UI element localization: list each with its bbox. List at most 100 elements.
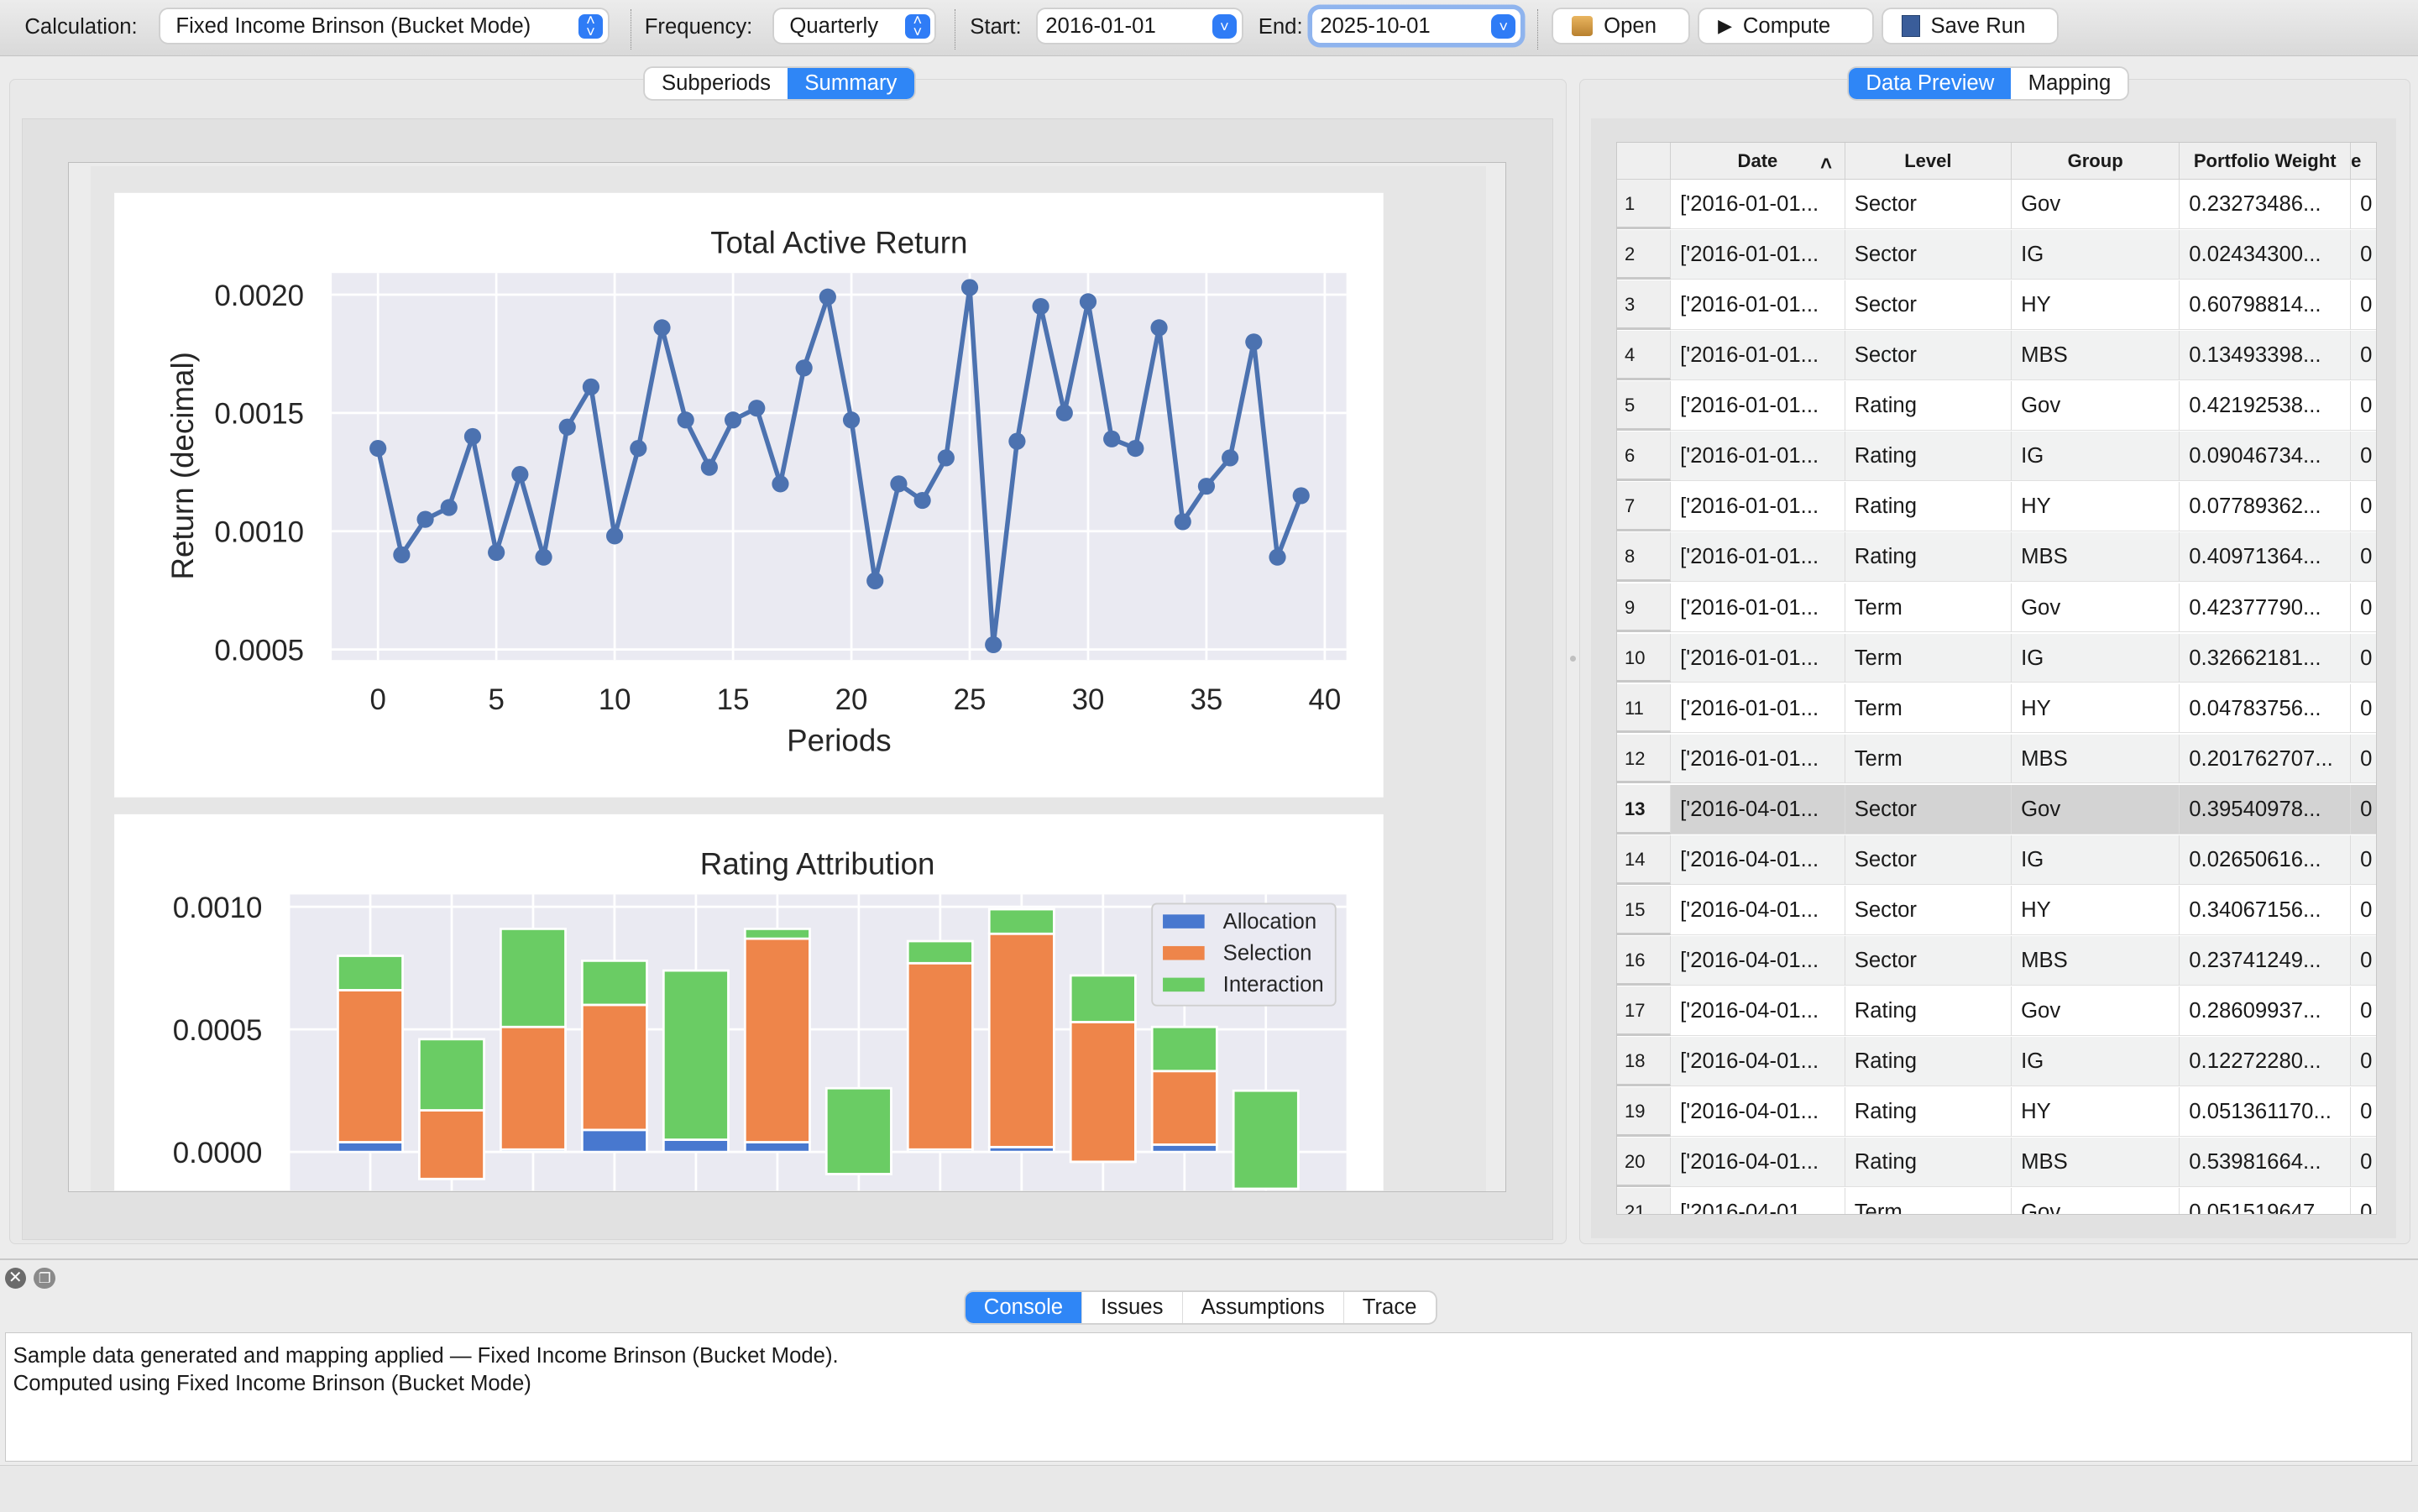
- play-icon: ▶: [1718, 15, 1733, 37]
- table-cell: ['2016-01-01...: [1671, 230, 1845, 280]
- table-row[interactable]: 19 ['2016-04-01... Rating HY 0.051361170... 0: [1616, 1087, 2376, 1138]
- table-row[interactable]: 11 ['2016-01-01... Term HY 0.04783756... 0: [1616, 683, 2376, 735]
- table-row[interactable]: 21 ['2016-04-01... Term Gov 0.051519647... 0: [1616, 1188, 2376, 1215]
- table-cell: 0.02434300...: [2180, 230, 2352, 280]
- tab-trace[interactable]: Trace: [1362, 1295, 1417, 1320]
- table-row[interactable]: 20 ['2016-04-01... Rating MBS 0.53981664... 0: [1616, 1138, 2376, 1189]
- y-tick-label: 0.0015: [214, 398, 304, 431]
- row-number: 13: [1616, 784, 1672, 834]
- updown-chevron-icon: ˄ ˅: [905, 12, 930, 39]
- column-header[interactable]: Date ˄: [1671, 142, 1845, 180]
- table-row[interactable]: 1 ['2016-01-01... Sector Gov 0.23273486... 0: [1616, 180, 2376, 231]
- end-date-field[interactable]: 2025-10-01 ˅: [1312, 9, 1520, 44]
- table-row[interactable]: 15 ['2016-04-01... Sector HY 0.34067156... 0: [1616, 885, 2376, 937]
- tab-data-preview[interactable]: Data Preview: [1849, 67, 2012, 99]
- legend-swatch: [1162, 977, 1205, 991]
- table-cell: Sector: [1845, 935, 2012, 986]
- table-cell: Sector: [1845, 784, 2012, 834]
- column-header[interactable]: Level: [1845, 142, 2012, 180]
- data-point: [1127, 439, 1144, 458]
- table-row[interactable]: 14 ['2016-04-01... Sector IG 0.02650616... 0: [1616, 834, 2376, 887]
- bar-selection: [417, 1108, 485, 1180]
- table-cell: ['2016-01-01...: [1671, 532, 1845, 583]
- rating-attribution-chart: 0.0000 0.0005 0.0010 Rating Attribution Allo…: [173, 846, 1347, 1190]
- legend: Allocation Selection Interaction: [1151, 902, 1337, 1007]
- close-icon[interactable]: ✕: [4, 1267, 27, 1290]
- table-row[interactable]: 8 ['2016-01-01... Rating MBS 0.40971364... 0: [1616, 532, 2376, 583]
- table-cell: 0.40971364...: [2180, 532, 2352, 583]
- table-cell: ['2016-04-01...: [1671, 1037, 1845, 1086]
- chart-title: Rating Attribution: [700, 846, 935, 881]
- data-point: [1008, 432, 1026, 450]
- tab-console[interactable]: Console: [965, 1292, 1083, 1323]
- tab-mapping[interactable]: Mapping: [2028, 71, 2112, 95]
- column-header[interactable]: Portfolio Weight: [2180, 142, 2352, 180]
- column-header-label: Date: [1737, 149, 1778, 171]
- bar-allocation: [743, 1140, 811, 1154]
- column-header-label: Level: [1904, 149, 1952, 171]
- x-tick-label: 40: [1308, 683, 1341, 716]
- data-point: [463, 427, 481, 445]
- bar-selection: [906, 961, 974, 1151]
- table-row[interactable]: 6 ['2016-01-01... Rating IG 0.09046734... 0: [1616, 432, 2376, 483]
- float-window-icon[interactable]: ❐: [34, 1267, 56, 1290]
- table-row[interactable]: 7 ['2016-01-01... Rating HY 0.07789362... 0: [1616, 482, 2376, 533]
- start-date-field[interactable]: 2016-01-01 ˅: [1038, 9, 1242, 44]
- compute-label: Compute: [1742, 14, 1831, 39]
- column-header[interactable]: e: [2351, 142, 2376, 180]
- bar-interaction: [662, 969, 730, 1141]
- table-cell: HY: [2012, 683, 2180, 734]
- frequency-select[interactable]: Quarterly ˄ ˅: [774, 9, 935, 44]
- splitter-handle[interactable]: [1569, 655, 1577, 662]
- save-run-button[interactable]: Save Run: [1882, 9, 2058, 44]
- table-cell: 0.13493398...: [2180, 331, 2352, 380]
- open-button[interactable]: Open: [1552, 9, 1689, 44]
- tab-subperiods[interactable]: Subperiods: [661, 71, 771, 95]
- save-run-label: Save Run: [1930, 14, 2026, 39]
- plot-area: [331, 273, 1347, 661]
- tab-assumptions[interactable]: Assumptions: [1183, 1292, 1344, 1323]
- y-axis-label: Return (decimal): [165, 352, 200, 579]
- row-number-header[interactable]: [1616, 142, 1672, 180]
- table-row[interactable]: 3 ['2016-01-01... Sector HY 0.60798814... 0: [1616, 280, 2376, 332]
- tab-issues[interactable]: Issues: [1082, 1292, 1183, 1323]
- table-row[interactable]: 9 ['2016-01-01... Term Gov 0.42377790... 0: [1616, 583, 2376, 635]
- y-tick-label: 0.0010: [173, 892, 263, 924]
- data-preview-table[interactable]: Date ˄ Level Group Portfolio Weight e 1 ['2016-…: [1615, 141, 2377, 1216]
- table-row[interactable]: 13 ['2016-04-01... Sector Gov 0.39540978... 0: [1616, 784, 2376, 836]
- table-row[interactable]: 16 ['2016-04-01... Sector MBS 0.23741249... 0: [1616, 935, 2376, 987]
- calculation-select[interactable]: Fixed Income Brinson (Bucket Mode) ˄ ˅: [160, 9, 608, 44]
- table-row[interactable]: 17 ['2016-04-01... Rating Gov 0.28609937... 0: [1616, 986, 2376, 1038]
- table-cell: Sector: [1845, 280, 2012, 330]
- table-cell: Sector: [1845, 180, 2012, 229]
- chevron-down-icon[interactable]: ˅: [1212, 13, 1238, 39]
- table-cell: ['2016-01-01...: [1671, 180, 1845, 229]
- table-row[interactable]: 10 ['2016-01-01... Term IG 0.32662181... 0: [1616, 633, 2376, 685]
- table-row[interactable]: 5 ['2016-01-01... Rating Gov 0.42192538... 0: [1616, 381, 2376, 432]
- status-bar: [0, 1464, 2418, 1512]
- table-row[interactable]: 12 ['2016-01-01... Term MBS 0.201762707... 0: [1616, 734, 2376, 786]
- total-active-return-chart: 0 5 10 15 20 25 30 35 40 0.0005 0.0010 0.0015 0.0020…: [165, 225, 1347, 757]
- table-row[interactable]: 4 ['2016-01-01... Sector MBS 0.13493398... 0: [1616, 331, 2376, 382]
- folder-icon: [1571, 16, 1594, 37]
- data-point: [1032, 297, 1049, 315]
- table-row[interactable]: 2 ['2016-01-01... Sector IG 0.02434300... 0: [1616, 230, 2376, 281]
- y-tick-label: 0.0000: [173, 1137, 263, 1169]
- column-header[interactable]: Group: [2012, 142, 2180, 180]
- x-tick-label: 15: [716, 683, 749, 716]
- table-cell: Rating: [1845, 432, 2012, 482]
- compute-button[interactable]: ▶ Compute: [1699, 9, 1872, 44]
- divider: [0, 1258, 2418, 1260]
- bar-interaction: [743, 927, 811, 940]
- console-output[interactable]: Sample data generated and mapping applie…: [4, 1332, 2412, 1462]
- data-point: [1174, 513, 1191, 531]
- data-point: [582, 378, 599, 395]
- row-number: 18: [1616, 1037, 1672, 1086]
- data-point: [630, 439, 647, 458]
- table-cell: Term: [1845, 633, 2012, 683]
- table-cell: Rating: [1845, 532, 2012, 583]
- table-row[interactable]: 18 ['2016-04-01... Rating IG 0.12272280... 0: [1616, 1037, 2376, 1088]
- tab-summary[interactable]: Summary: [788, 67, 914, 99]
- chevron-down-icon[interactable]: ˅: [1491, 13, 1516, 39]
